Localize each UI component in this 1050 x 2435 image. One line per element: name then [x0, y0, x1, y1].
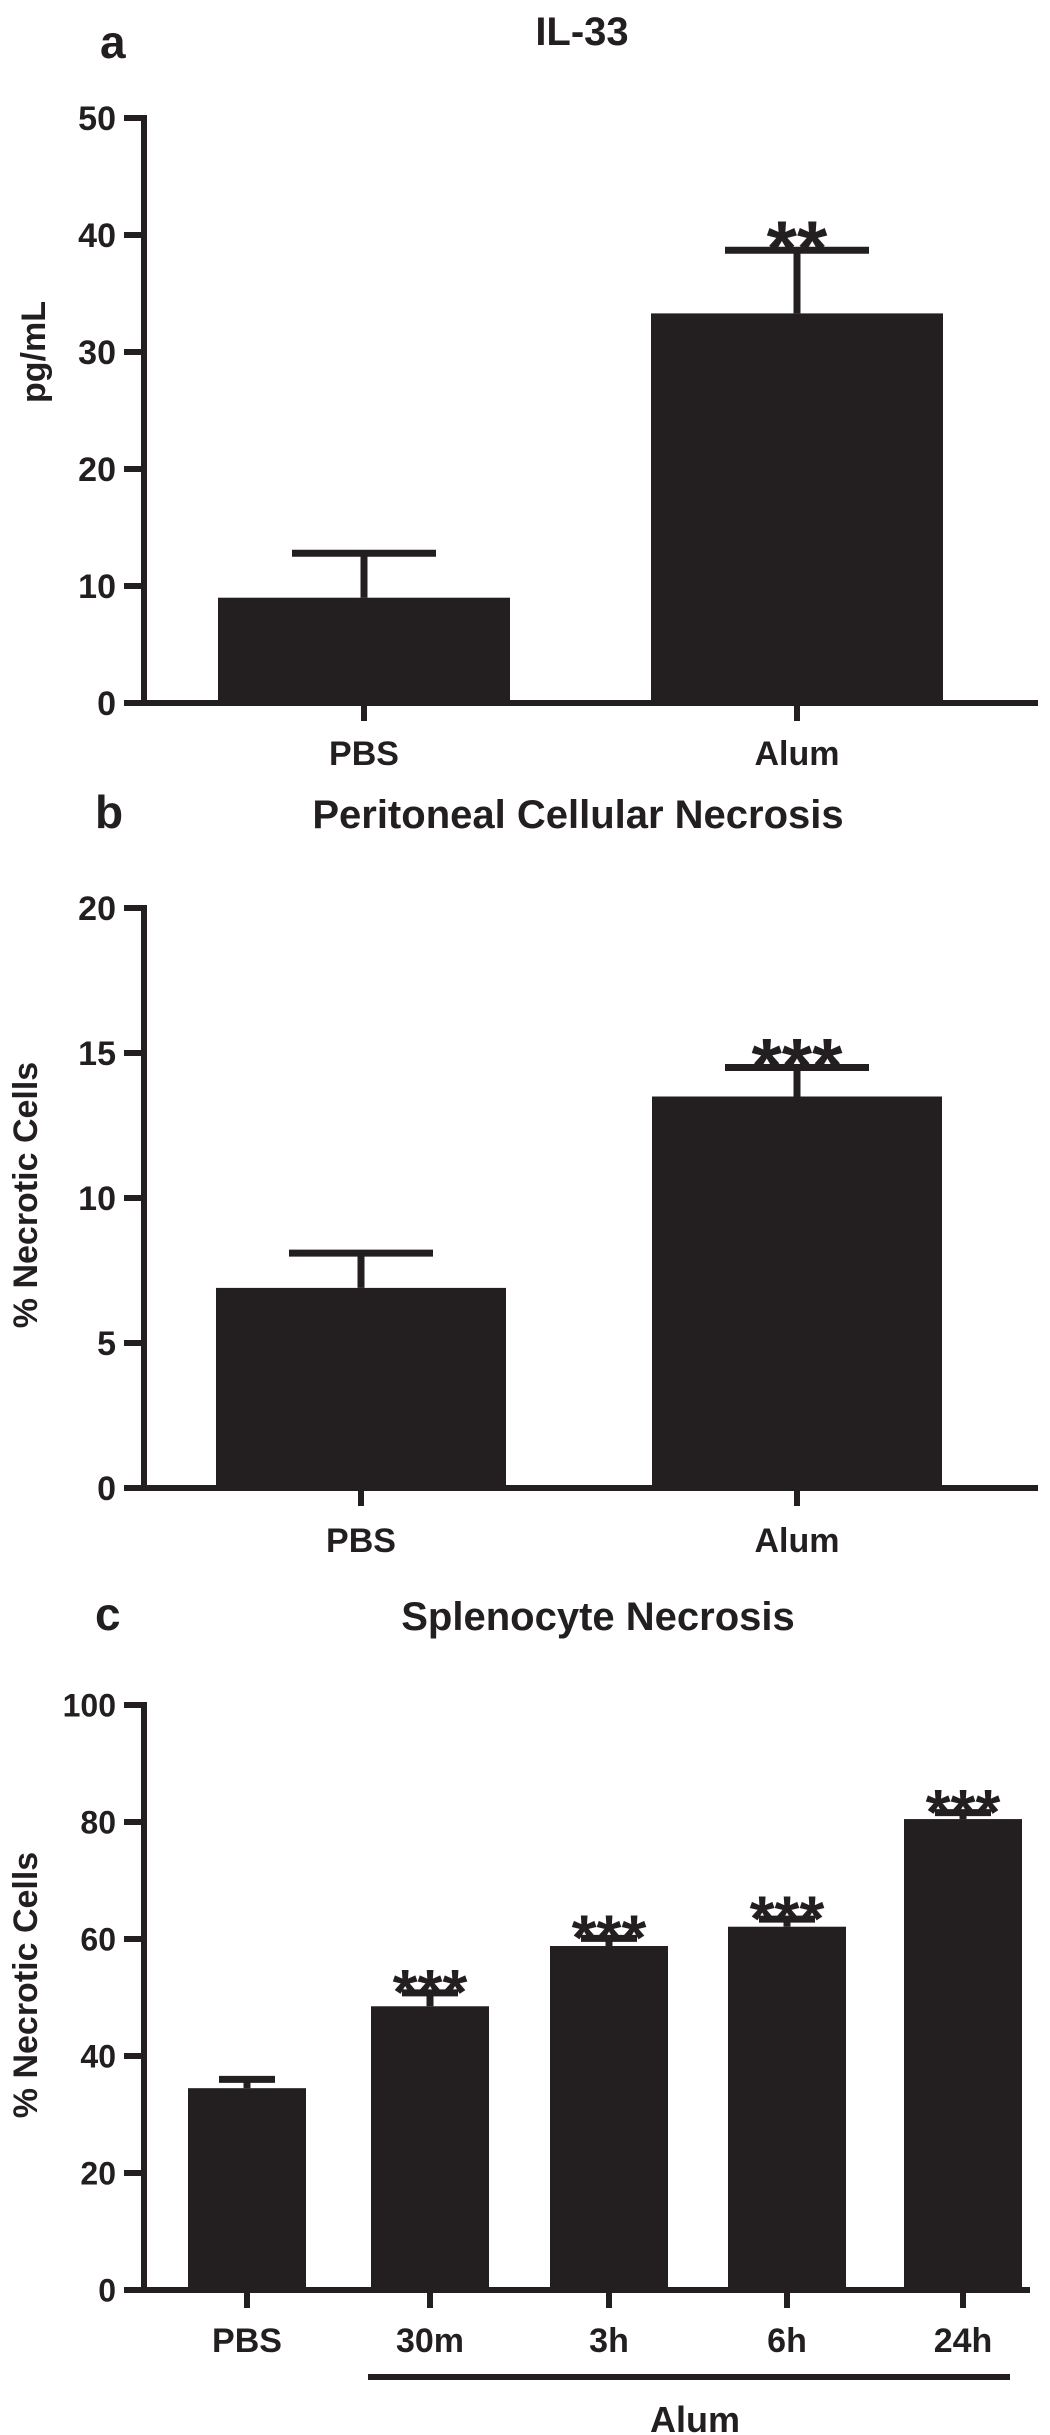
y-tick-label: 10 [78, 568, 116, 606]
panel-a: a IL-33 pg/mL ** 0 10 20 30 40 50 PBS Alum [15, 10, 1038, 773]
significance-marker: *** [751, 1021, 843, 1109]
x-tick-label: 6h [767, 2322, 807, 2360]
group-label: Alum [650, 2399, 740, 2435]
significance-marker: *** [926, 1776, 1001, 1848]
significance-marker: *** [393, 1956, 468, 2028]
y-tick-label: 20 [78, 451, 116, 489]
bar [216, 1287, 506, 1488]
panel-label: a [100, 16, 126, 68]
y-tick-label: 0 [98, 2273, 116, 2309]
y-tick-label: 20 [78, 890, 116, 928]
bar [188, 2088, 306, 2290]
bar [218, 597, 510, 703]
x-tick-label: PBS [326, 1522, 396, 1560]
y-tick-label: 0 [97, 1470, 116, 1508]
bar [371, 2006, 489, 2290]
x-tick-label: Alum [755, 735, 840, 773]
bar [651, 313, 943, 703]
y-tick-label: 60 [80, 1922, 116, 1958]
chart-title: Splenocyte Necrosis [401, 1595, 795, 1639]
bar [904, 1819, 1022, 2290]
x-tick-label: 30m [396, 2322, 464, 2360]
bar [550, 1946, 668, 2290]
y-tick-label: 100 [63, 1688, 116, 1724]
y-tick-label: 20 [80, 2156, 116, 2192]
chart-title: Peritoneal Cellular Necrosis [312, 793, 843, 837]
y-axis-label: % Necrotic Cells [7, 1852, 45, 2118]
y-axis-label: % Necrotic Cells [7, 1062, 45, 1328]
x-tick-label: 3h [589, 2322, 629, 2360]
bar [652, 1096, 942, 1488]
x-tick-label: PBS [329, 735, 399, 773]
y-tick-label: 5 [97, 1325, 116, 1363]
panel-label: c [95, 1588, 121, 1640]
significance-marker: *** [572, 1902, 647, 1974]
y-tick-label: 30 [78, 334, 116, 372]
significance-marker: ** [767, 204, 828, 292]
y-tick-label: 40 [80, 2039, 116, 2075]
panel-label: b [95, 786, 123, 838]
y-tick-label: 10 [78, 1180, 116, 1218]
chart-title: IL-33 [535, 10, 628, 54]
x-tick-label: 24h [934, 2322, 993, 2360]
y-tick-label: 0 [97, 685, 116, 723]
x-tick-label: Alum [755, 1522, 840, 1560]
significance-marker: *** [750, 1882, 825, 1954]
x-tick-label: PBS [212, 2322, 282, 2360]
y-tick-label: 40 [78, 217, 116, 255]
y-tick-label: 80 [80, 1805, 116, 1841]
panel-c: c Splenocyte Necrosis % Necrotic Cells A… [7, 1588, 1030, 2435]
panel-b: b Peritoneal Cellular Necrosis % Necroti… [7, 786, 1038, 1560]
bar [728, 1926, 846, 2290]
y-tick-label: 50 [78, 100, 116, 138]
y-axis-label: pg/mL [15, 301, 53, 403]
y-tick-label: 15 [78, 1035, 116, 1073]
